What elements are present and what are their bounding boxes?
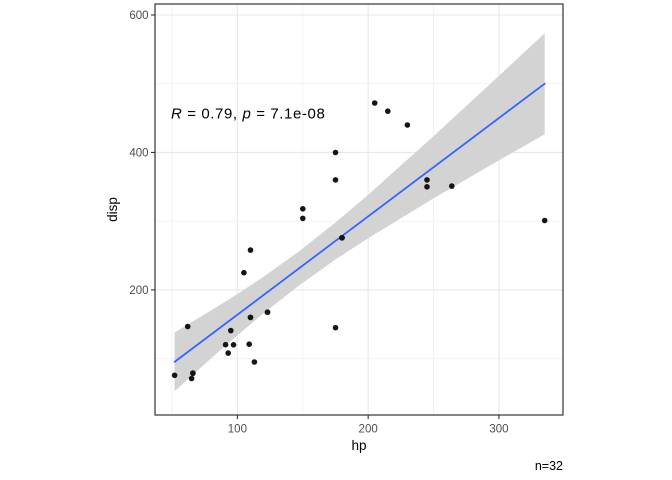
data-point [251, 359, 258, 365]
data-point [339, 235, 345, 241]
data-point [247, 314, 254, 321]
data-point [332, 324, 339, 331]
data-point [230, 342, 237, 348]
data-point [332, 149, 339, 156]
x-tick-label: 100 [228, 424, 247, 436]
annotation-r-value: = 0.79, [182, 106, 242, 123]
y-axis-tick-marks [151, 14, 155, 291]
data-point [264, 309, 271, 316]
data-point [332, 177, 339, 183]
data-point [424, 184, 430, 190]
data-point [184, 323, 191, 330]
data-point [424, 177, 430, 183]
y-tick-label: 600 [129, 10, 148, 22]
data-point [404, 122, 411, 128]
data-point [190, 370, 196, 376]
x-tick-label: 200 [359, 424, 378, 436]
regression-line [173, 82, 546, 363]
data-point [300, 206, 306, 212]
sample-size-footnote: n=32 [535, 459, 563, 473]
y-axis-tick-labels: 200 400 600 [129, 10, 148, 297]
y-tick-label: 200 [129, 285, 148, 297]
annotation-p-value: = 7.1e-08 [251, 106, 325, 123]
data-point [449, 183, 455, 189]
data-point [228, 327, 234, 334]
data-point [246, 341, 252, 348]
data-point [241, 269, 247, 276]
data-point [222, 341, 229, 348]
data-point [171, 372, 178, 379]
x-axis-tick-marks [236, 415, 500, 419]
data-point [247, 247, 254, 253]
data-point [300, 215, 306, 222]
data-point [541, 217, 548, 224]
data-points [171, 100, 548, 382]
data-point [188, 375, 195, 382]
data-point [371, 100, 378, 106]
annotation-p-symbol: p [241, 106, 251, 123]
x-axis-tick-labels: 100 200 300 [228, 424, 509, 436]
annotation-r-symbol: R [171, 106, 182, 123]
confidence-band [174, 33, 545, 392]
x-tick-label: 300 [489, 424, 508, 436]
panel-border [154, 3, 564, 416]
y-axis-title: disp [105, 197, 120, 222]
data-point [385, 108, 391, 114]
x-axis-title: hp [351, 438, 366, 453]
data-point [225, 350, 231, 356]
correlation-annotation: R = 0.79, p = 7.1e-08 [171, 106, 325, 123]
y-tick-label: 400 [129, 147, 148, 159]
